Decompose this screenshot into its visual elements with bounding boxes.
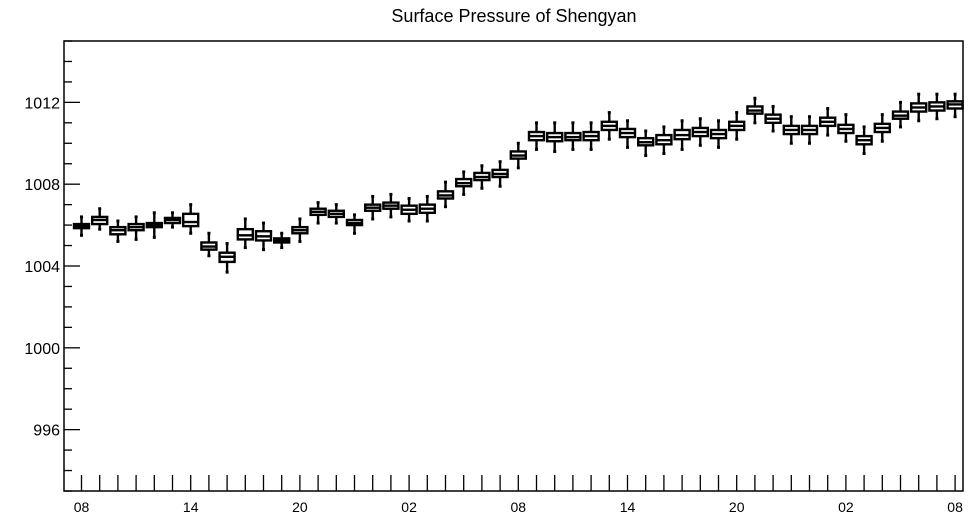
box-item bbox=[309, 201, 327, 225]
box-series bbox=[72, 92, 964, 274]
box-item bbox=[928, 92, 946, 121]
box-item bbox=[345, 213, 364, 235]
box-item bbox=[855, 125, 873, 155]
y-axis: 996 1000 1004 1008 1012 bbox=[24, 40, 80, 492]
box-item bbox=[527, 121, 546, 151]
x-tick-label: 08 bbox=[511, 499, 527, 515]
box-item bbox=[90, 207, 109, 231]
box-item bbox=[436, 180, 455, 209]
box-item bbox=[509, 141, 527, 170]
box-item bbox=[254, 221, 273, 252]
box-item bbox=[200, 231, 218, 258]
box-item bbox=[910, 92, 928, 123]
x-axis: 08 14 20 02 08 14 20 02 08 bbox=[74, 475, 963, 515]
x-tick-label: 02 bbox=[838, 499, 854, 515]
box-item bbox=[709, 119, 728, 149]
box-item bbox=[291, 217, 309, 243]
box-item bbox=[782, 115, 800, 145]
box-item bbox=[273, 231, 291, 250]
box-item bbox=[655, 125, 673, 155]
box-item bbox=[218, 242, 236, 274]
y-tick-label: 1012 bbox=[24, 95, 60, 112]
box-item bbox=[382, 192, 400, 219]
chart-title: Surface Pressure of Shengyan bbox=[391, 6, 636, 26]
box-item bbox=[600, 111, 618, 141]
box-item bbox=[618, 119, 637, 149]
box-item bbox=[473, 164, 491, 190]
x-tick-label: 20 bbox=[729, 499, 745, 515]
x-tick-label: 14 bbox=[183, 499, 199, 515]
box-item bbox=[728, 111, 746, 141]
box-item bbox=[145, 211, 164, 239]
x-tick-label: 08 bbox=[947, 499, 963, 515]
y-tick-label: 1008 bbox=[24, 177, 60, 194]
x-tick-label: 02 bbox=[401, 499, 417, 515]
x-tick-label: 14 bbox=[620, 499, 636, 515]
box-item bbox=[72, 215, 91, 237]
y-tick-label: 1004 bbox=[24, 259, 60, 276]
box-item bbox=[837, 113, 855, 143]
box-item bbox=[746, 96, 764, 125]
y-tick-label: 1000 bbox=[24, 341, 60, 358]
box-item bbox=[946, 92, 964, 119]
box-body bbox=[181, 212, 200, 228]
box-item bbox=[564, 121, 582, 151]
box-item bbox=[691, 117, 709, 147]
box-item bbox=[163, 211, 182, 229]
box-item bbox=[400, 197, 418, 223]
x-tick-label: 20 bbox=[292, 499, 308, 515]
x-tick-label: 08 bbox=[74, 499, 90, 515]
box-item bbox=[181, 203, 200, 235]
box-item bbox=[819, 107, 837, 137]
box-item bbox=[455, 170, 473, 196]
y-tick-label: 996 bbox=[33, 423, 60, 440]
box-item bbox=[800, 115, 819, 145]
box-item bbox=[127, 215, 145, 241]
box-item bbox=[491, 160, 509, 188]
box-item bbox=[673, 119, 691, 151]
box-item bbox=[891, 100, 910, 129]
box-item bbox=[873, 113, 891, 143]
box-item bbox=[109, 219, 127, 243]
box-item bbox=[236, 217, 255, 250]
box-item bbox=[327, 203, 345, 225]
box-item bbox=[764, 104, 782, 133]
box-item bbox=[364, 194, 382, 221]
box-item bbox=[418, 194, 436, 223]
box-item bbox=[582, 121, 600, 151]
box-item bbox=[637, 129, 655, 158]
box-item bbox=[546, 121, 564, 153]
